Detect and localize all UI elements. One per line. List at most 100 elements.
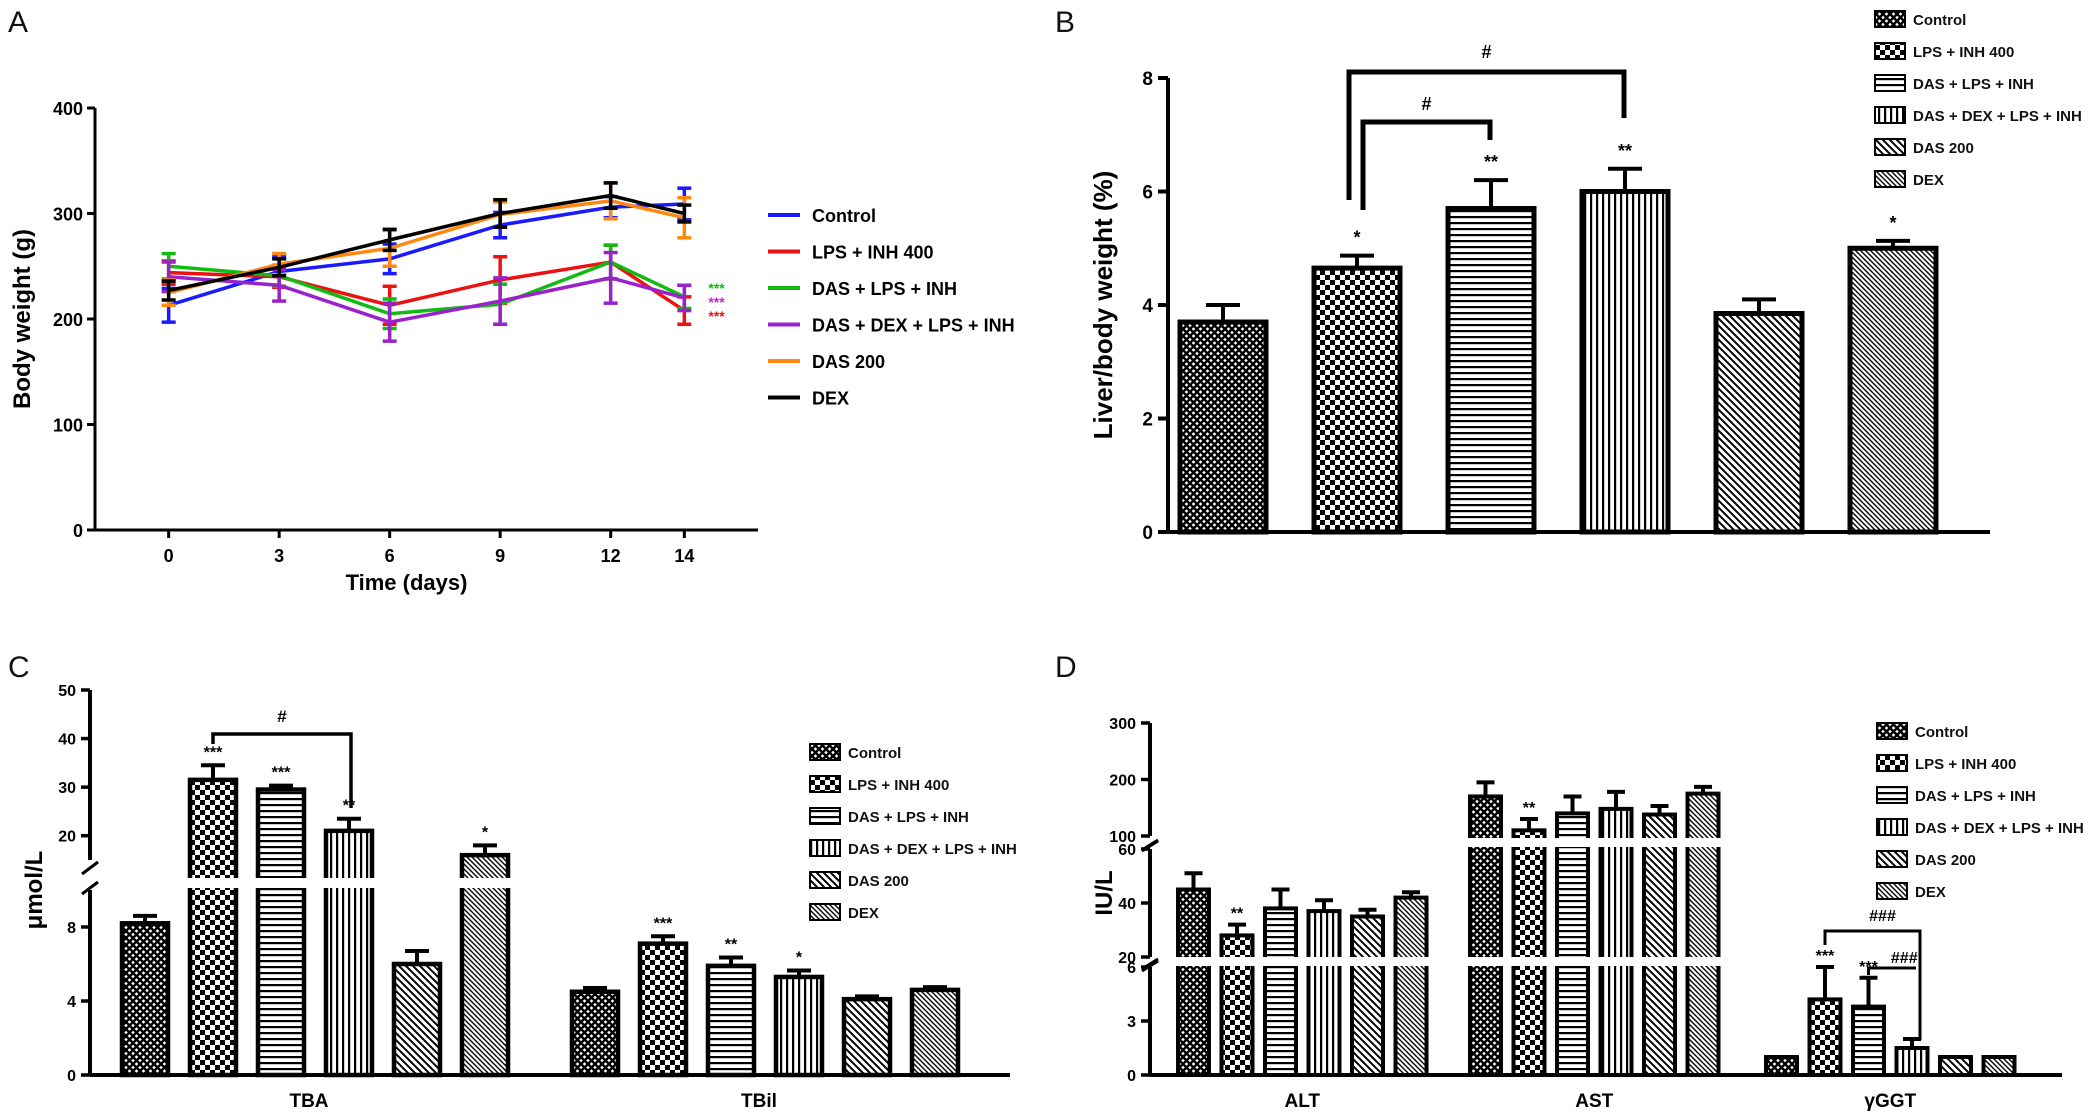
y-tick-label: 8 bbox=[1142, 69, 1153, 90]
bar bbox=[1713, 311, 1805, 535]
y-tick-label: 8 bbox=[67, 920, 76, 937]
legend-swatch bbox=[1874, 74, 1906, 92]
significance-mark: * bbox=[796, 949, 803, 966]
y-tick-label: 6 bbox=[1127, 960, 1136, 977]
bar bbox=[1306, 909, 1342, 1077]
y-tick-label: 4 bbox=[1142, 296, 1153, 317]
legend-label: LPS + INH 400 bbox=[1915, 756, 2016, 773]
bar bbox=[1598, 806, 1634, 1077]
bar bbox=[1981, 1055, 2017, 1077]
panel-label-d: D bbox=[1055, 651, 1077, 684]
y-axis-title: IU/L bbox=[1091, 870, 1118, 915]
legend-label: DAS + DEX + LPS + INH bbox=[1915, 820, 2084, 837]
bar bbox=[705, 963, 757, 1078]
legend-label: DAS 200 bbox=[812, 352, 885, 372]
y-tick-label: 0 bbox=[67, 1068, 76, 1085]
bar bbox=[569, 989, 621, 1078]
y-tick-label: 40 bbox=[1118, 896, 1136, 913]
y-tick-label: 40 bbox=[58, 732, 76, 749]
y-tick-label: 50 bbox=[58, 683, 76, 700]
y-axis-title: μmol/L bbox=[21, 851, 48, 930]
bar bbox=[1311, 265, 1403, 535]
legend-swatch bbox=[809, 743, 841, 761]
significance-mark: * bbox=[1353, 228, 1360, 248]
bracket-label: ### bbox=[1891, 950, 1918, 967]
bar bbox=[1807, 997, 1843, 1078]
legend-swatch bbox=[809, 903, 841, 921]
panel-a-line-chart: 0 100 200 300 400 0 3 6 9 12 14 Time (days) Body wei… bbox=[9, 99, 1015, 595]
legend-label: Control bbox=[812, 206, 876, 226]
legend-label: Control bbox=[1913, 12, 1966, 29]
axis-break-gap bbox=[1154, 838, 1734, 847]
bar bbox=[1555, 811, 1590, 1078]
legend-label: Control bbox=[848, 745, 901, 762]
bar bbox=[391, 961, 443, 1078]
y-tick-label: 100 bbox=[1109, 829, 1136, 846]
significance-mark: ** bbox=[1231, 906, 1244, 923]
y-tick-label: 2 bbox=[1142, 410, 1153, 431]
legend-label: DAS + LPS + INH bbox=[812, 279, 957, 299]
x-tick-label: ALT bbox=[1284, 1091, 1320, 1112]
bar bbox=[841, 996, 893, 1078]
bar bbox=[1764, 1055, 1799, 1077]
bracket bbox=[211, 732, 353, 808]
bracket-label: ### bbox=[1869, 908, 1896, 925]
y-tick-label: 300 bbox=[53, 205, 83, 225]
y-tick-label: 20 bbox=[58, 829, 76, 846]
bar bbox=[323, 828, 375, 1078]
y-axis-title: Liver/body weight (%) bbox=[1088, 171, 1118, 440]
bar bbox=[1847, 245, 1939, 535]
x-tick-label: γGGT bbox=[1864, 1091, 1916, 1112]
bar bbox=[255, 787, 307, 1078]
legend-swatch bbox=[809, 807, 841, 825]
bar bbox=[1851, 1004, 1886, 1077]
legend-label: DAS 200 bbox=[1915, 852, 1976, 869]
legend-swatch bbox=[1876, 850, 1908, 868]
panel-c-bar-chart: *********TBA******TBil20304050048μmol/L#… bbox=[21, 683, 1017, 1112]
y-tick-label: 3 bbox=[1127, 1014, 1136, 1031]
y-tick-label: 100 bbox=[53, 416, 83, 436]
legend-label: DAS + DEX + LPS + INH bbox=[812, 316, 1015, 336]
x-tick-label: 9 bbox=[495, 546, 505, 566]
bar bbox=[773, 974, 825, 1078]
bar bbox=[1393, 895, 1429, 1077]
panel-label-c: C bbox=[8, 651, 30, 684]
series-5 bbox=[161, 181, 692, 302]
bar bbox=[1938, 1055, 1973, 1077]
legend-swatch bbox=[1876, 882, 1908, 900]
bar bbox=[459, 852, 511, 1078]
y-tick-label: 0 bbox=[1142, 523, 1153, 544]
series-line bbox=[168, 260, 686, 316]
x-tick-label: TBil bbox=[741, 1091, 777, 1112]
y-tick-label: 0 bbox=[73, 521, 83, 541]
bar bbox=[1579, 189, 1671, 535]
legend-swatch bbox=[809, 871, 841, 889]
legend-label: DAS 200 bbox=[848, 873, 909, 890]
bracket bbox=[1360, 119, 1493, 210]
y-tick-label: 60 bbox=[1118, 842, 1136, 859]
legend-swatch bbox=[1874, 170, 1906, 188]
legend-label: DAS 200 bbox=[1913, 140, 1974, 157]
legend-label: DEX bbox=[812, 389, 849, 409]
bracket-label: # bbox=[277, 707, 287, 726]
significance-mark: *** bbox=[708, 308, 725, 324]
x-tick-label: 0 bbox=[164, 546, 174, 566]
bar bbox=[1263, 906, 1298, 1078]
significance-mark: * bbox=[1889, 213, 1896, 233]
y-tick-label: 300 bbox=[1109, 716, 1136, 733]
bracket-label: # bbox=[1481, 42, 1491, 62]
panel-d-bar-chart: **ALT**AST******γGGT100200300204060036IU… bbox=[1091, 716, 2084, 1112]
legend-label: DAS + DEX + LPS + INH bbox=[1913, 108, 2082, 125]
x-tick-label: 14 bbox=[674, 546, 694, 566]
axis-break-gap bbox=[94, 878, 534, 888]
legend-swatch bbox=[1876, 786, 1908, 804]
y-axis-title: Body weight (g) bbox=[9, 229, 36, 409]
significance-mark: *** bbox=[708, 294, 725, 310]
axis-break-mark bbox=[81, 880, 99, 896]
x-tick-label: 12 bbox=[601, 546, 621, 566]
legend-label: LPS + INH 400 bbox=[848, 777, 949, 794]
significance-mark: *** bbox=[1816, 948, 1835, 965]
y-tick-label: 200 bbox=[53, 310, 83, 330]
legend-label: LPS + INH 400 bbox=[812, 243, 934, 263]
